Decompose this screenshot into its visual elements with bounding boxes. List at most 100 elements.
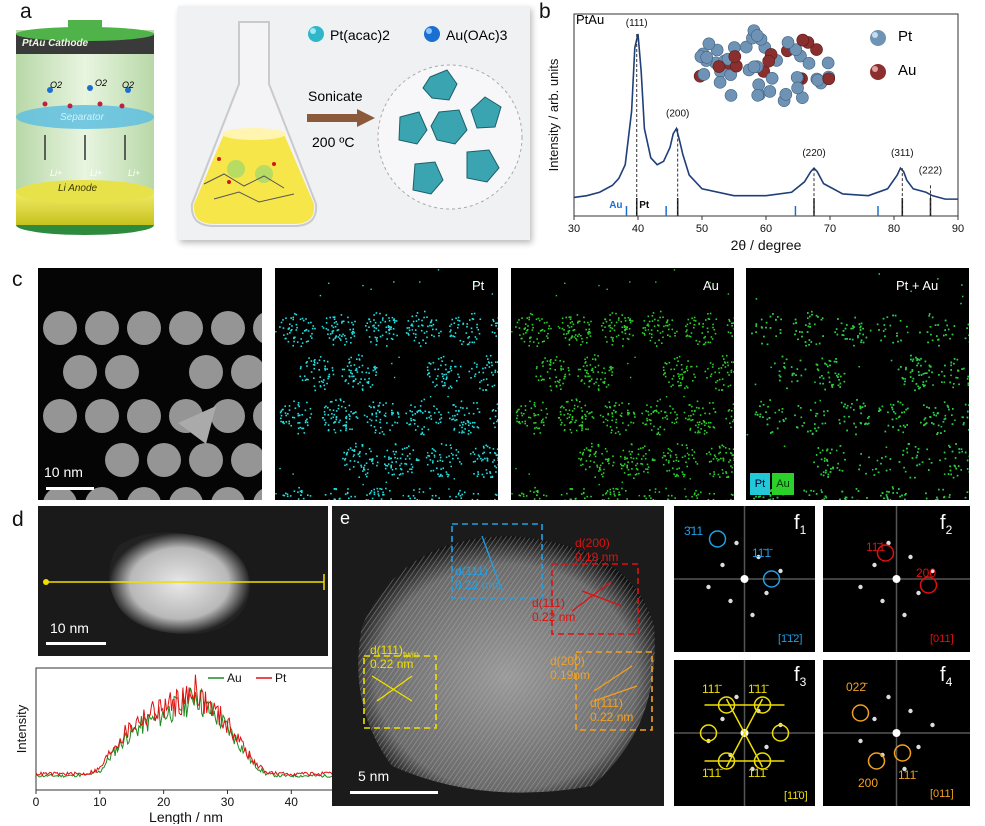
eds-dot — [542, 418, 544, 421]
eds-dot — [859, 332, 861, 335]
eds-noise — [709, 281, 711, 284]
eds-dot — [356, 358, 358, 360]
eds-dot — [350, 369, 352, 372]
eds-dot — [366, 322, 369, 324]
eds-dot — [540, 329, 543, 332]
eds-dot — [774, 362, 776, 365]
eds-dot — [545, 335, 548, 337]
eds-dot — [324, 388, 326, 390]
eds-dot — [618, 491, 620, 494]
eds-dot — [516, 410, 519, 412]
eds-dot — [829, 364, 831, 367]
eds-dot — [655, 405, 658, 407]
eds-dot — [928, 458, 931, 460]
eds-dot — [529, 312, 532, 315]
eds-dot — [762, 496, 765, 499]
eds-dot — [433, 412, 436, 414]
eds-dot — [597, 445, 600, 447]
eds-dot — [622, 422, 624, 424]
eds-dot — [356, 371, 359, 373]
eds-dot — [541, 341, 544, 343]
eds-dot — [626, 465, 628, 468]
eds-dot — [372, 369, 375, 372]
eds-dot — [288, 409, 291, 411]
eds-dot — [599, 464, 602, 467]
eds-dot — [610, 368, 612, 371]
eds-dot — [375, 338, 378, 341]
eds-dot — [733, 419, 735, 421]
eds-dot — [490, 324, 493, 326]
eds-dot — [601, 329, 604, 331]
eds-dot — [389, 429, 391, 431]
eds-noise — [647, 329, 650, 331]
eds-dot — [429, 321, 432, 324]
eds-dot — [318, 369, 320, 371]
eds-dot — [968, 404, 970, 406]
eds-dot — [563, 377, 565, 380]
eds-dot — [478, 455, 481, 458]
eds-dot — [778, 374, 781, 377]
eds-dot — [412, 332, 415, 335]
eds-dot — [724, 362, 727, 364]
step-temperature: 200 ºC — [312, 134, 355, 150]
eds-dot — [314, 389, 317, 392]
eds-dot — [440, 473, 442, 476]
eds-dot — [929, 416, 932, 418]
eds-dot — [346, 491, 349, 494]
eds-noise — [638, 494, 640, 497]
eds-dot — [714, 371, 716, 374]
eds-dot — [474, 375, 476, 377]
eds-dot — [568, 373, 571, 376]
eds-dot — [652, 459, 654, 461]
eds-dot — [611, 344, 614, 346]
eds-dot — [668, 328, 670, 331]
eds-dot — [452, 457, 454, 460]
eds-dot — [721, 378, 724, 380]
eds-dot — [534, 405, 536, 408]
eds-dot — [627, 461, 629, 463]
eds-dot — [599, 414, 602, 417]
eds-dot — [844, 497, 846, 500]
eds-dot — [371, 412, 373, 415]
eds-dot — [452, 335, 454, 337]
eds-dot — [327, 333, 329, 335]
eds-dot — [467, 433, 470, 435]
eds-dot — [659, 332, 662, 334]
eds-dot — [494, 415, 497, 418]
eds-dot — [419, 345, 422, 347]
eds-dot — [372, 462, 374, 465]
eds-dot — [767, 498, 770, 501]
eds-dot — [497, 454, 500, 457]
eds-dot — [569, 322, 572, 324]
eds-dot — [826, 410, 829, 412]
eds-dot — [280, 321, 283, 324]
eds-dot — [707, 367, 709, 370]
eds-dot — [331, 324, 333, 327]
eds-dot — [936, 496, 938, 499]
eds-dot — [591, 445, 593, 448]
eds-dot — [528, 318, 530, 321]
eds-dot — [673, 358, 676, 360]
eds-dot — [961, 368, 963, 370]
eds-dot — [944, 414, 947, 417]
eds-dot — [339, 337, 341, 340]
eds-dot — [858, 323, 861, 325]
eds-dot — [922, 381, 925, 383]
eds-dot — [446, 473, 448, 475]
eds-dot — [354, 495, 356, 498]
eds-dot — [296, 326, 298, 329]
eds-dots — [746, 273, 985, 524]
eds-dot — [583, 316, 585, 319]
eds-dot — [843, 405, 845, 408]
eds-dot — [698, 423, 700, 426]
eds-dot — [373, 493, 376, 496]
eds-dot — [943, 375, 946, 377]
eds-dot — [530, 407, 533, 409]
eds-dot — [901, 377, 904, 379]
eds-dot — [489, 417, 491, 420]
eds-noise — [606, 288, 608, 291]
eds-dot — [379, 488, 381, 490]
eds-dot — [373, 366, 375, 369]
eds-noise — [481, 460, 483, 462]
eds-dot — [631, 450, 633, 453]
